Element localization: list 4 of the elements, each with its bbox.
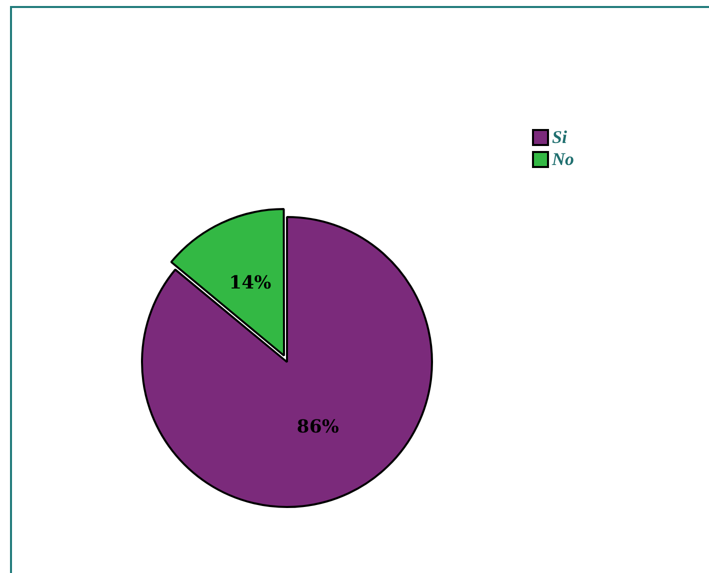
- data-label: 86%: [296, 416, 339, 438]
- data-label: 14%: [229, 272, 272, 294]
- legend-label: No: [552, 148, 574, 170]
- legend-label: Si: [552, 126, 568, 148]
